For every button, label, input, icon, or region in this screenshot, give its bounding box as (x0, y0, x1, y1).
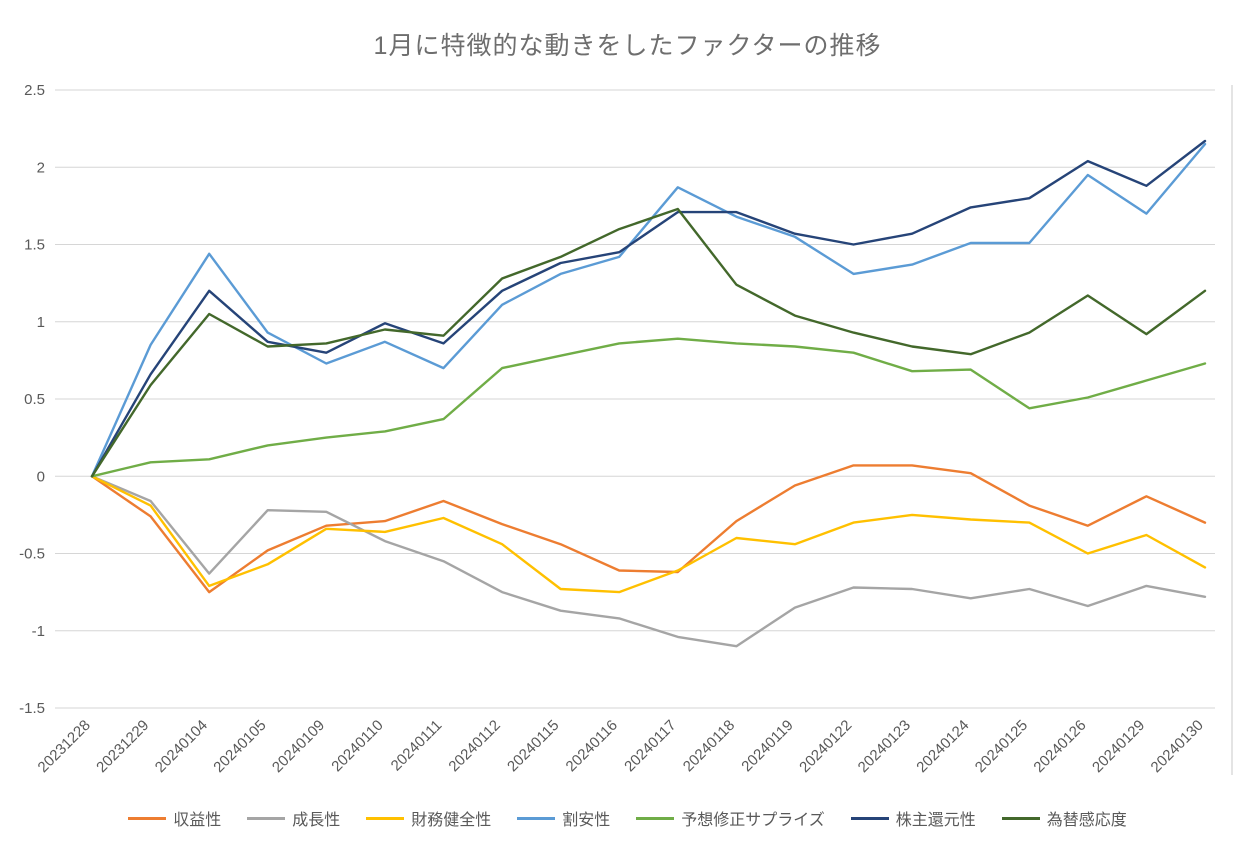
legend-swatch-value-factor (517, 816, 556, 820)
legend-label: 予想修正サプライズ (681, 812, 825, 829)
chart-legend: 収益性 成長性 財務健全性 割安性 予想修正サプライズ 株主還元性 為替感応度 (0, 806, 1255, 830)
y-axis-tick-label: 0.5 (24, 391, 45, 408)
series-line-value-factor (90, 142, 1207, 478)
y-axis-tick-label: -0.5 (19, 546, 45, 563)
legend-item-estimate-revision-surprise: 予想修正サプライズ (636, 806, 825, 830)
legend-swatch-shareholder-return (850, 816, 889, 820)
series-line-estimate-revision-surprise (90, 337, 1207, 478)
legend-item-profitability: 収益性 (128, 806, 221, 830)
x-axis-tick-label: 20231229 (93, 717, 152, 776)
legend-item-financial-soundness: 財務健全性 (366, 806, 491, 830)
legend-item-value-factor: 割安性 (517, 806, 610, 830)
legend-label: 割安性 (562, 812, 611, 829)
legend-label: 収益性 (173, 812, 222, 829)
legend-item-shareholder-return: 株主還元性 (850, 806, 976, 830)
legend-swatch-fx-sensitivity (1001, 816, 1040, 820)
x-axis-tick-label: 20240129 (1089, 717, 1148, 776)
series-line-financial-soundness (90, 475, 1207, 594)
legend-item-fx-sensitivity: 為替感応度 (1001, 806, 1127, 830)
x-axis-tick-label: 20240111 (388, 717, 446, 775)
x-axis-tick-label: 20240124 (913, 717, 972, 776)
x-axis-tick-label: 20240119 (738, 717, 796, 775)
series-line-growth (90, 475, 1207, 648)
series-line-profitability (90, 464, 1207, 594)
legend-swatch-financial-soundness (366, 816, 405, 820)
x-axis-tick-label: 20240104 (152, 717, 211, 776)
x-axis-tick-label: 20240118 (680, 717, 738, 775)
y-axis-tick-label: 2.5 (24, 82, 45, 99)
x-axis-tick-label: 20240122 (796, 717, 855, 776)
x-axis-tick-label: 20240116 (563, 717, 621, 775)
y-axis-tick-label: -1 (32, 623, 45, 640)
y-axis-tick-label: -1.5 (19, 700, 45, 717)
y-axis-tick-label: 2 (37, 159, 45, 176)
series-line-fx-sensitivity (90, 207, 1207, 478)
x-axis-tick-label: 20240123 (855, 717, 914, 776)
x-axis-tick-label: 20240105 (210, 717, 269, 776)
x-axis-tick-label: 20231228 (35, 717, 94, 776)
x-axis-tick-label: 20240125 (972, 717, 1031, 776)
chart-title: 1月に特徴的な動きをしたファクターの推移 (373, 32, 882, 60)
series-line-shareholder-return (90, 139, 1207, 478)
x-axis-tick-label: 20240109 (269, 717, 328, 776)
x-axis-tick-label: 20240112 (445, 717, 503, 775)
legend-swatch-profitability (128, 816, 167, 820)
y-axis-tick-label: 1 (37, 314, 45, 331)
x-axis-tick-label: 20240117 (621, 717, 679, 775)
legend-label: 成長性 (292, 812, 341, 829)
x-axis-tick-label: 20240130 (1148, 717, 1207, 776)
legend-swatch-estimate-revision-surprise (636, 816, 675, 820)
y-axis-tick-label: 0 (37, 468, 45, 485)
legend-label: 為替感応度 (1046, 812, 1127, 829)
legend-item-growth: 成長性 (247, 806, 340, 830)
legend-swatch-growth (247, 816, 286, 820)
legend-label: 財務健全性 (411, 812, 492, 829)
y-axis-tick-label: 1.5 (24, 237, 45, 254)
legend-label: 株主還元性 (895, 812, 976, 829)
x-axis-tick-label: 20240126 (1030, 717, 1089, 776)
x-axis-tick-label: 20240115 (504, 717, 562, 775)
x-axis-tick-label: 20240110 (328, 717, 386, 775)
